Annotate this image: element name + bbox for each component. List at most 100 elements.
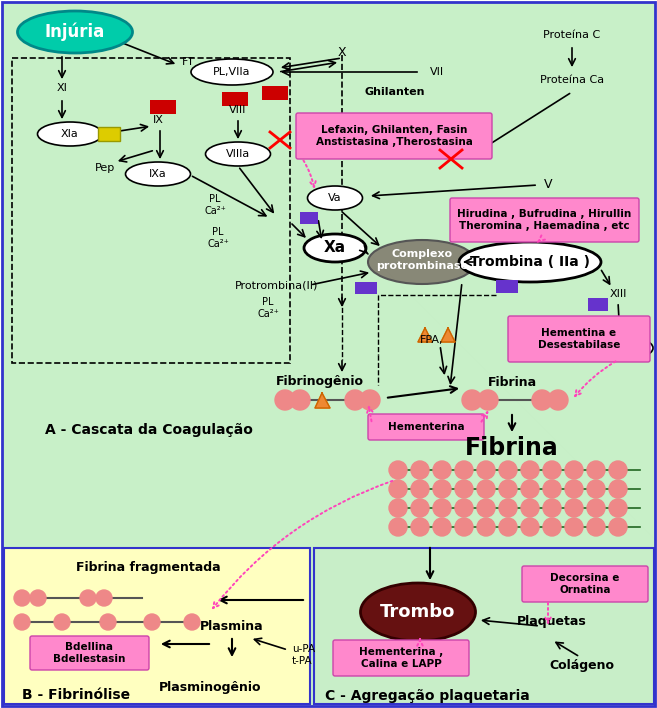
Text: Trombina ( IIa ): Trombina ( IIa ) bbox=[470, 255, 590, 269]
Text: PL
Ca²⁺: PL Ca²⁺ bbox=[204, 194, 226, 216]
Ellipse shape bbox=[591, 336, 653, 360]
Text: Injúria: Injúria bbox=[45, 23, 105, 41]
Circle shape bbox=[565, 461, 583, 479]
Bar bbox=[4, 548, 310, 704]
Text: Fibrina fragmentada: Fibrina fragmentada bbox=[76, 561, 220, 574]
Circle shape bbox=[360, 390, 380, 410]
FancyBboxPatch shape bbox=[522, 566, 648, 602]
Polygon shape bbox=[418, 328, 432, 342]
Text: Colágeno: Colágeno bbox=[549, 658, 614, 671]
Circle shape bbox=[565, 518, 583, 536]
Circle shape bbox=[587, 499, 605, 517]
Circle shape bbox=[532, 390, 552, 410]
Circle shape bbox=[30, 590, 46, 606]
Circle shape bbox=[411, 518, 429, 536]
Circle shape bbox=[587, 518, 605, 536]
Circle shape bbox=[609, 518, 627, 536]
Text: XIII: XIII bbox=[609, 289, 627, 299]
Text: IX: IX bbox=[152, 115, 164, 125]
Bar bbox=[588, 298, 608, 311]
Bar bbox=[355, 282, 377, 294]
Ellipse shape bbox=[37, 122, 102, 146]
Circle shape bbox=[521, 461, 539, 479]
Circle shape bbox=[144, 614, 160, 630]
Text: Trombo: Trombo bbox=[380, 603, 456, 621]
Circle shape bbox=[499, 480, 517, 498]
Circle shape bbox=[411, 480, 429, 498]
Circle shape bbox=[345, 390, 365, 410]
Circle shape bbox=[543, 499, 561, 517]
Circle shape bbox=[499, 499, 517, 517]
FancyBboxPatch shape bbox=[508, 316, 650, 362]
Text: Plaquetas: Plaquetas bbox=[517, 615, 587, 629]
Circle shape bbox=[455, 461, 473, 479]
Circle shape bbox=[543, 480, 561, 498]
Text: XI: XI bbox=[57, 83, 68, 93]
Text: PL
Ca²⁺: PL Ca²⁺ bbox=[257, 297, 279, 319]
Circle shape bbox=[609, 499, 627, 517]
Circle shape bbox=[411, 499, 429, 517]
Text: Hementerina ,
Calina e LAPP: Hementerina , Calina e LAPP bbox=[359, 647, 443, 669]
Ellipse shape bbox=[368, 240, 476, 284]
Text: FT: FT bbox=[182, 57, 195, 67]
Text: Proteína C: Proteína C bbox=[543, 30, 600, 40]
Circle shape bbox=[521, 499, 539, 517]
Circle shape bbox=[100, 614, 116, 630]
Ellipse shape bbox=[191, 59, 273, 85]
Circle shape bbox=[184, 614, 200, 630]
FancyBboxPatch shape bbox=[30, 636, 149, 670]
FancyBboxPatch shape bbox=[450, 198, 639, 242]
Text: PL
Ca²⁺: PL Ca²⁺ bbox=[207, 227, 229, 249]
Text: VIIIa: VIIIa bbox=[226, 149, 250, 159]
Circle shape bbox=[433, 461, 451, 479]
Text: Fibrinogênio: Fibrinogênio bbox=[276, 375, 364, 389]
Bar bbox=[222, 92, 248, 106]
Text: Protrombina(II): Protrombina(II) bbox=[235, 280, 319, 290]
Circle shape bbox=[462, 390, 482, 410]
Circle shape bbox=[455, 499, 473, 517]
Circle shape bbox=[290, 390, 310, 410]
Ellipse shape bbox=[361, 583, 476, 641]
Circle shape bbox=[477, 480, 495, 498]
Circle shape bbox=[565, 499, 583, 517]
Text: Plasmina: Plasmina bbox=[200, 620, 264, 632]
Circle shape bbox=[433, 499, 451, 517]
Text: Hementina e
Desestabilase: Hementina e Desestabilase bbox=[538, 329, 620, 350]
Ellipse shape bbox=[459, 242, 601, 282]
Circle shape bbox=[275, 390, 295, 410]
Text: A - Cascata da Coagulação: A - Cascata da Coagulação bbox=[45, 423, 253, 437]
Text: XIIIa: XIIIa bbox=[610, 343, 634, 353]
Text: V: V bbox=[544, 178, 553, 191]
Circle shape bbox=[389, 480, 407, 498]
Circle shape bbox=[478, 390, 498, 410]
Bar bbox=[300, 212, 318, 224]
Text: Hementerina: Hementerina bbox=[388, 422, 464, 432]
Circle shape bbox=[54, 614, 70, 630]
Bar bbox=[98, 127, 120, 141]
Text: Va: Va bbox=[328, 193, 342, 203]
Text: Xa: Xa bbox=[324, 241, 346, 256]
Circle shape bbox=[499, 518, 517, 536]
Polygon shape bbox=[441, 328, 455, 342]
Circle shape bbox=[548, 390, 568, 410]
Bar bbox=[262, 86, 288, 100]
Circle shape bbox=[543, 518, 561, 536]
Text: u-PA
t-PA: u-PA t-PA bbox=[292, 644, 315, 666]
Bar bbox=[4, 4, 653, 544]
Text: PL,VIIa: PL,VIIa bbox=[214, 67, 251, 77]
Text: Lefaxin, Ghilanten, Fasin
Anstistasina ,Therostasina: Lefaxin, Ghilanten, Fasin Anstistasina ,… bbox=[315, 125, 472, 147]
Ellipse shape bbox=[206, 142, 271, 166]
Text: Fibrina: Fibrina bbox=[487, 375, 537, 389]
Circle shape bbox=[433, 518, 451, 536]
Bar bbox=[496, 280, 518, 293]
Circle shape bbox=[411, 461, 429, 479]
Text: B - Fibrinólise: B - Fibrinólise bbox=[22, 688, 130, 702]
Circle shape bbox=[587, 461, 605, 479]
Circle shape bbox=[96, 590, 112, 606]
Text: Complexo
protrombinase: Complexo protrombinase bbox=[376, 249, 468, 270]
Circle shape bbox=[565, 480, 583, 498]
Circle shape bbox=[477, 461, 495, 479]
Circle shape bbox=[499, 461, 517, 479]
Text: VII: VII bbox=[430, 67, 444, 77]
Polygon shape bbox=[315, 393, 330, 408]
